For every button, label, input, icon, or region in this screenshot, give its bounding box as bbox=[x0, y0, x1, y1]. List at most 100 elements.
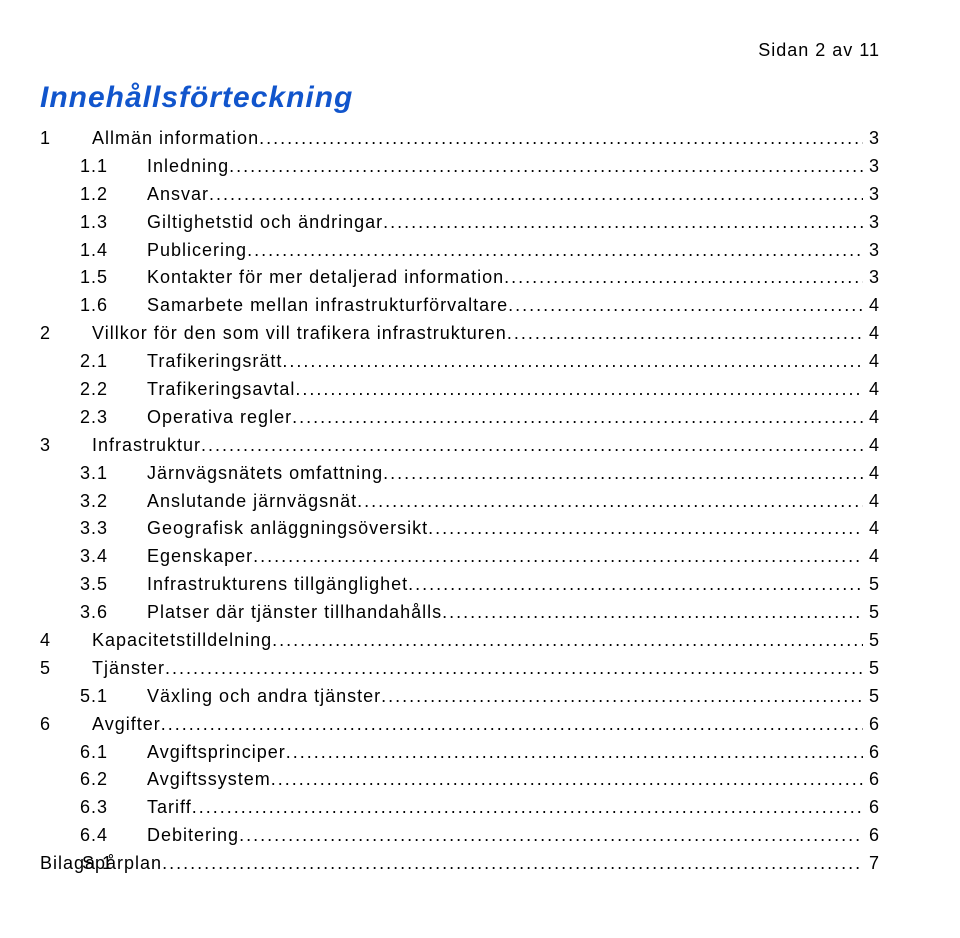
toc-entry: 4 Kapacitetstilldelning5 bbox=[40, 627, 880, 655]
toc-entry-label: Inledning bbox=[147, 153, 229, 181]
toc-leader-dots bbox=[383, 209, 863, 237]
toc-entry-label: Platser där tjänster tillhandahålls bbox=[147, 599, 442, 627]
document-page: Sidan 2 av 11 Innehållsförteckning 1 All… bbox=[0, 0, 960, 938]
toc-entry-label: Samarbete mellan infrastrukturförvaltare bbox=[147, 292, 508, 320]
toc-entry-label: Avgiftssystem bbox=[147, 766, 271, 794]
toc-entry-number: 6.2 bbox=[80, 766, 135, 794]
toc-entry-page: 4 bbox=[863, 348, 880, 376]
toc-entry-label: Kontakter för mer detaljerad information bbox=[147, 264, 504, 292]
toc-entry-page: 3 bbox=[863, 181, 880, 209]
toc-entry-page: 4 bbox=[863, 432, 880, 460]
toc-leader-dots bbox=[259, 125, 863, 153]
toc-entry-page: 4 bbox=[863, 292, 880, 320]
toc-entry-page: 6 bbox=[863, 822, 880, 850]
toc-entry-number: 2.1 bbox=[80, 348, 135, 376]
toc-entry-number: 5 bbox=[40, 655, 80, 683]
toc-entry: Bilaga 1 Spårplan 7 bbox=[40, 850, 880, 878]
toc-entry-page: 5 bbox=[863, 571, 880, 599]
toc-entry-page: 6 bbox=[863, 766, 880, 794]
toc-entry-number: 2.3 bbox=[80, 404, 135, 432]
toc-entry: 1.1 Inledning3 bbox=[40, 153, 880, 181]
toc-entry-number: 3.6 bbox=[80, 599, 135, 627]
toc-leader-dots bbox=[504, 264, 863, 292]
toc-entry-label: Spårplan bbox=[82, 850, 162, 878]
toc-leader-dots bbox=[192, 794, 863, 822]
toc-leader-dots bbox=[209, 181, 863, 209]
toc-entry-number: 3.4 bbox=[80, 543, 135, 571]
toc-leader-dots bbox=[292, 404, 863, 432]
toc-entry-page: 3 bbox=[863, 125, 880, 153]
toc-entry-number: 4 bbox=[40, 627, 80, 655]
toc-leader-dots bbox=[165, 655, 863, 683]
toc-entry-label: Järnvägsnätets omfattning bbox=[147, 460, 383, 488]
toc-entry-label: Allmän information bbox=[92, 125, 259, 153]
toc-leader-dots bbox=[247, 237, 863, 265]
toc-entry: 6 Avgifter6 bbox=[40, 711, 880, 739]
toc-entry-page: 4 bbox=[863, 488, 880, 516]
toc-entry-number: 5.1 bbox=[80, 683, 135, 711]
toc-entry: 5 Tjänster5 bbox=[40, 655, 880, 683]
toc-entry-label: Giltighetstid och ändringar bbox=[147, 209, 383, 237]
toc-entry-number: 3.3 bbox=[80, 515, 135, 543]
toc-entry: 6.4 Debitering 6 bbox=[40, 822, 880, 850]
toc-leader-dots bbox=[507, 320, 863, 348]
toc-entry: 6.2 Avgiftssystem 6 bbox=[40, 766, 880, 794]
toc-leader-dots bbox=[357, 488, 863, 516]
toc-entry-label: Geografisk anläggningsöversikt bbox=[147, 515, 428, 543]
toc-entry-label: Operativa regler bbox=[147, 404, 292, 432]
toc-entry-page: 6 bbox=[863, 739, 880, 767]
toc-entry-number: Bilaga 1 bbox=[40, 850, 70, 878]
toc-entry-number: 1 bbox=[40, 125, 80, 153]
toc-entry-page: 4 bbox=[863, 376, 880, 404]
toc-entry: 1.5 Kontakter för mer detaljerad informa… bbox=[40, 264, 880, 292]
toc-entry-label: Infrastrukturens tillgänglighet bbox=[147, 571, 408, 599]
toc-entry-number: 2.2 bbox=[80, 376, 135, 404]
toc-entry-page: 4 bbox=[863, 320, 880, 348]
toc-entry: 5.1 Växling och andra tjänster 5 bbox=[40, 683, 880, 711]
toc-entry-label: Avgifter bbox=[92, 711, 161, 739]
toc-entry-page: 4 bbox=[863, 515, 880, 543]
toc-leader-dots bbox=[381, 683, 863, 711]
toc-entry: 3.6 Platser där tjänster tillhandahålls5 bbox=[40, 599, 880, 627]
toc-entry-label: Tjänster bbox=[92, 655, 165, 683]
toc-entry-number: 3.2 bbox=[80, 488, 135, 516]
toc-leader-dots bbox=[282, 348, 863, 376]
toc-entry-number: 6.3 bbox=[80, 794, 135, 822]
toc-entry-page: 5 bbox=[863, 627, 880, 655]
toc-entry: 2.3 Operativa regler4 bbox=[40, 404, 880, 432]
toc-entry-page: 4 bbox=[863, 543, 880, 571]
toc-entry-number: 3.5 bbox=[80, 571, 135, 599]
toc-entry-number: 3.1 bbox=[80, 460, 135, 488]
toc-entry-number: 3 bbox=[40, 432, 80, 460]
toc-leader-dots bbox=[508, 292, 863, 320]
toc-leader-dots bbox=[408, 571, 863, 599]
toc-entry-number: 2 bbox=[40, 320, 80, 348]
toc-leader-dots bbox=[271, 766, 863, 794]
toc-entry: 3.5 Infrastrukturens tillgänglighet 5 bbox=[40, 571, 880, 599]
toc-leader-dots bbox=[161, 711, 863, 739]
toc-leader-dots bbox=[272, 627, 863, 655]
toc-entry-label: Publicering bbox=[147, 237, 247, 265]
toc-entry-page: 5 bbox=[863, 683, 880, 711]
toc-entry-label: Debitering bbox=[147, 822, 239, 850]
toc-entry-number: 1.6 bbox=[80, 292, 135, 320]
toc-entry-number: 1.4 bbox=[80, 237, 135, 265]
toc-entry-page: 4 bbox=[863, 460, 880, 488]
page-number-header: Sidan 2 av 11 bbox=[40, 40, 880, 61]
toc-entry-number: 6.4 bbox=[80, 822, 135, 850]
toc-entry: 1.6 Samarbete mellan infrastrukturförval… bbox=[40, 292, 880, 320]
toc-entry-label: Tariff bbox=[147, 794, 192, 822]
toc-entry-page: 3 bbox=[863, 209, 880, 237]
toc-leader-dots bbox=[253, 543, 863, 571]
toc-entry-label: Infrastruktur bbox=[92, 432, 201, 460]
toc-entry-label: Villkor för den som vill trafikera infra… bbox=[92, 320, 507, 348]
toc-entry: 3 Infrastruktur 4 bbox=[40, 432, 880, 460]
toc-entry: 1.4 Publicering3 bbox=[40, 237, 880, 265]
toc-entry-page: 6 bbox=[863, 794, 880, 822]
toc-entry-page: 7 bbox=[863, 850, 880, 878]
toc-entry: 1.2 Ansvar3 bbox=[40, 181, 880, 209]
toc-entry-label: Avgiftsprinciper bbox=[147, 739, 286, 767]
toc-entry-label: Växling och andra tjänster bbox=[147, 683, 381, 711]
toc-entry-page: 3 bbox=[863, 264, 880, 292]
toc-entry: 2.1 Trafikeringsrätt4 bbox=[40, 348, 880, 376]
